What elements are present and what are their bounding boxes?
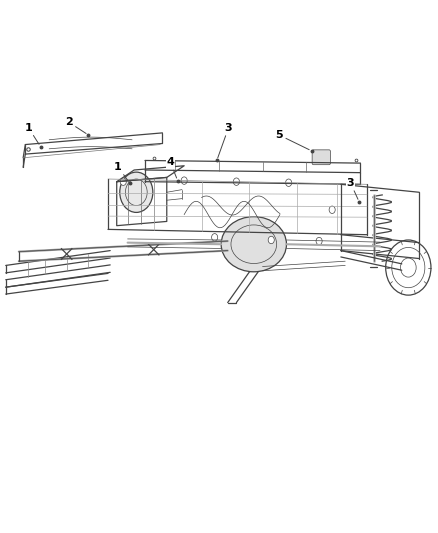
Text: 1: 1 (25, 123, 39, 144)
Text: 4: 4 (166, 157, 177, 178)
Text: 2: 2 (65, 117, 86, 133)
Circle shape (233, 178, 240, 185)
Circle shape (268, 236, 274, 244)
Ellipse shape (221, 216, 286, 272)
Circle shape (212, 233, 218, 241)
Circle shape (181, 177, 187, 184)
Text: 1: 1 (114, 162, 128, 181)
Circle shape (120, 172, 153, 213)
Text: 3: 3 (218, 123, 233, 158)
Text: 3: 3 (346, 177, 358, 199)
Text: 5: 5 (275, 130, 309, 150)
FancyBboxPatch shape (312, 150, 330, 165)
Circle shape (286, 179, 292, 187)
Circle shape (329, 206, 335, 214)
Circle shape (316, 237, 322, 245)
Circle shape (120, 178, 126, 185)
